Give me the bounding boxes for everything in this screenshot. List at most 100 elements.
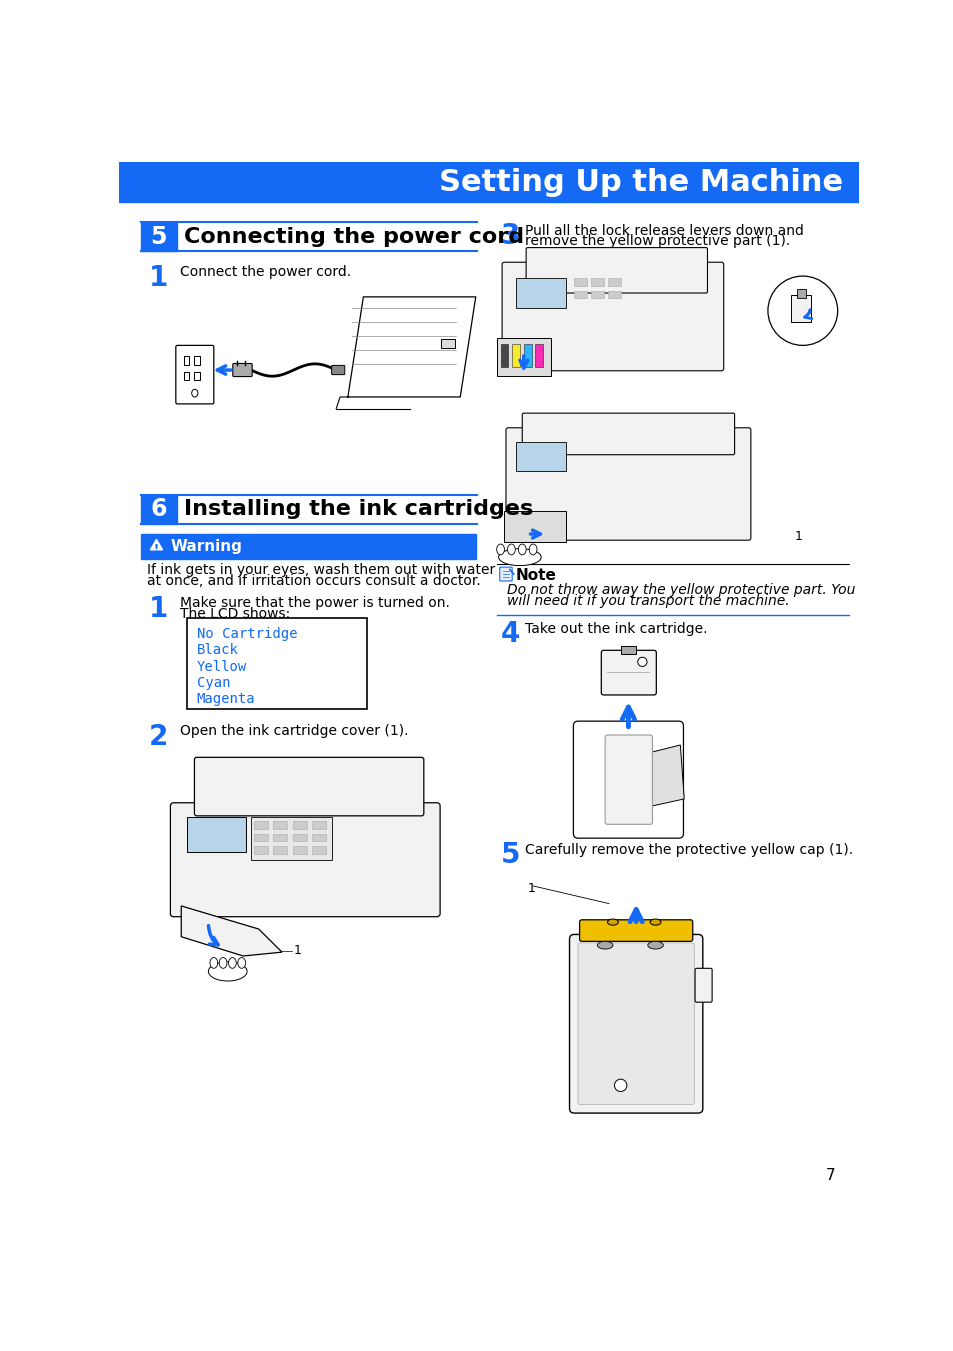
- Polygon shape: [181, 907, 282, 957]
- Bar: [535, 345, 542, 367]
- Polygon shape: [151, 539, 162, 550]
- FancyBboxPatch shape: [501, 262, 723, 370]
- FancyBboxPatch shape: [525, 247, 707, 293]
- Ellipse shape: [647, 942, 662, 948]
- Bar: [183, 357, 189, 365]
- Text: 3: 3: [500, 222, 519, 250]
- Ellipse shape: [210, 958, 217, 969]
- FancyBboxPatch shape: [578, 943, 694, 1105]
- FancyBboxPatch shape: [569, 935, 702, 1113]
- Text: 4: 4: [500, 620, 519, 648]
- Text: Open the ink cartridge cover (1).: Open the ink cartridge cover (1).: [179, 724, 408, 738]
- Bar: [141, 534, 476, 559]
- Circle shape: [637, 657, 646, 666]
- Ellipse shape: [507, 544, 515, 555]
- FancyBboxPatch shape: [499, 567, 512, 581]
- Bar: [516, 278, 566, 308]
- Ellipse shape: [517, 544, 525, 555]
- Text: Carefully remove the protective yellow cap (1).: Carefully remove the protective yellow c…: [525, 843, 853, 857]
- Text: Warning: Warning: [171, 539, 242, 554]
- Text: Magenta: Magenta: [196, 692, 255, 705]
- Text: Make sure that the power is turned on.: Make sure that the power is turned on.: [179, 596, 449, 611]
- Bar: [500, 345, 508, 367]
- FancyBboxPatch shape: [521, 413, 734, 455]
- Text: 5: 5: [500, 842, 519, 869]
- Text: Take out the ink cartridge.: Take out the ink cartridge.: [525, 621, 707, 636]
- Text: The LCD shows:: The LCD shows:: [179, 607, 290, 621]
- Ellipse shape: [529, 544, 537, 555]
- FancyBboxPatch shape: [604, 735, 652, 824]
- Bar: [591, 290, 603, 299]
- FancyBboxPatch shape: [171, 802, 439, 917]
- FancyBboxPatch shape: [194, 758, 423, 816]
- Bar: [620, 646, 636, 654]
- Circle shape: [614, 1079, 626, 1092]
- Text: Note: Note: [516, 567, 557, 582]
- Bar: [141, 494, 176, 524]
- Bar: [253, 846, 268, 854]
- Text: No Cartridge: No Cartridge: [196, 627, 297, 642]
- Ellipse shape: [497, 544, 504, 555]
- Bar: [574, 290, 586, 299]
- FancyBboxPatch shape: [233, 363, 252, 377]
- Text: Connecting the power cord: Connecting the power cord: [184, 227, 524, 247]
- Polygon shape: [649, 744, 683, 807]
- Bar: [141, 281, 476, 474]
- Text: Connect the power cord.: Connect the power cord.: [179, 265, 351, 280]
- Text: Setting Up the Machine: Setting Up the Machine: [438, 168, 842, 197]
- Bar: [274, 846, 287, 854]
- Bar: [187, 817, 245, 852]
- Text: Yellow: Yellow: [196, 659, 247, 674]
- Bar: [141, 744, 476, 940]
- Text: 5: 5: [151, 224, 167, 249]
- Bar: [194, 372, 199, 380]
- Bar: [293, 834, 307, 842]
- Bar: [497, 859, 847, 1155]
- Ellipse shape: [597, 942, 612, 948]
- Bar: [293, 846, 307, 854]
- Bar: [512, 345, 519, 367]
- FancyBboxPatch shape: [600, 650, 656, 694]
- Text: !: !: [153, 543, 159, 554]
- Text: 1: 1: [149, 263, 168, 292]
- Bar: [591, 278, 603, 286]
- Bar: [790, 296, 810, 323]
- Text: will need it if you transport the machine.: will need it if you transport the machin…: [506, 594, 788, 608]
- Bar: [253, 821, 268, 830]
- Text: Installing the ink cartridges: Installing the ink cartridges: [184, 500, 533, 519]
- Ellipse shape: [607, 919, 618, 925]
- Bar: [187, 617, 367, 709]
- Ellipse shape: [208, 962, 247, 981]
- FancyBboxPatch shape: [579, 920, 692, 942]
- Bar: [253, 834, 268, 842]
- Bar: [497, 338, 550, 376]
- Bar: [251, 817, 332, 859]
- Text: 1: 1: [794, 531, 802, 543]
- Bar: [293, 821, 307, 830]
- Ellipse shape: [192, 389, 197, 397]
- Text: at once, and if irritation occurs consult a doctor.: at once, and if irritation occurs consul…: [147, 574, 480, 588]
- Bar: [504, 511, 566, 542]
- Bar: [440, 339, 455, 349]
- Bar: [497, 246, 847, 400]
- FancyBboxPatch shape: [175, 346, 213, 404]
- Text: 2: 2: [149, 723, 168, 751]
- Ellipse shape: [237, 958, 245, 969]
- Text: 1: 1: [527, 882, 535, 896]
- Bar: [312, 821, 326, 830]
- FancyBboxPatch shape: [332, 365, 344, 374]
- Bar: [516, 442, 566, 471]
- Bar: [608, 278, 620, 286]
- Bar: [608, 290, 620, 299]
- Bar: [497, 642, 847, 832]
- Text: If ink gets in your eyes, wash them out with water: If ink gets in your eyes, wash them out …: [147, 563, 495, 577]
- Text: Cyan: Cyan: [196, 676, 230, 690]
- Bar: [194, 357, 199, 365]
- Bar: [523, 345, 531, 367]
- Text: 7: 7: [825, 1169, 835, 1183]
- Bar: [574, 278, 586, 286]
- Text: 1: 1: [149, 594, 168, 623]
- Ellipse shape: [219, 958, 227, 969]
- Bar: [183, 372, 189, 380]
- Text: remove the yellow protective part (1).: remove the yellow protective part (1).: [525, 235, 790, 249]
